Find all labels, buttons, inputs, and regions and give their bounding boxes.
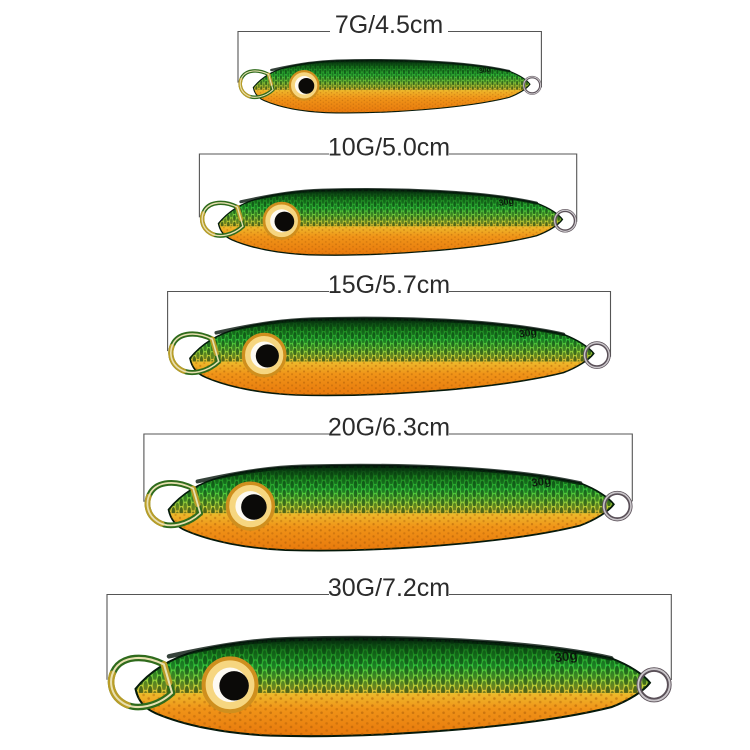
svg-text:20G/6.3cm: 20G/6.3cm (328, 414, 450, 442)
svg-text:15G/5.7cm: 15G/5.7cm (328, 271, 450, 299)
svg-text:10G/5.0cm: 10G/5.0cm (328, 134, 450, 162)
svg-text:30G/7.2cm: 30G/7.2cm (328, 574, 450, 602)
svg-text:7G/4.5cm: 7G/4.5cm (335, 11, 443, 39)
